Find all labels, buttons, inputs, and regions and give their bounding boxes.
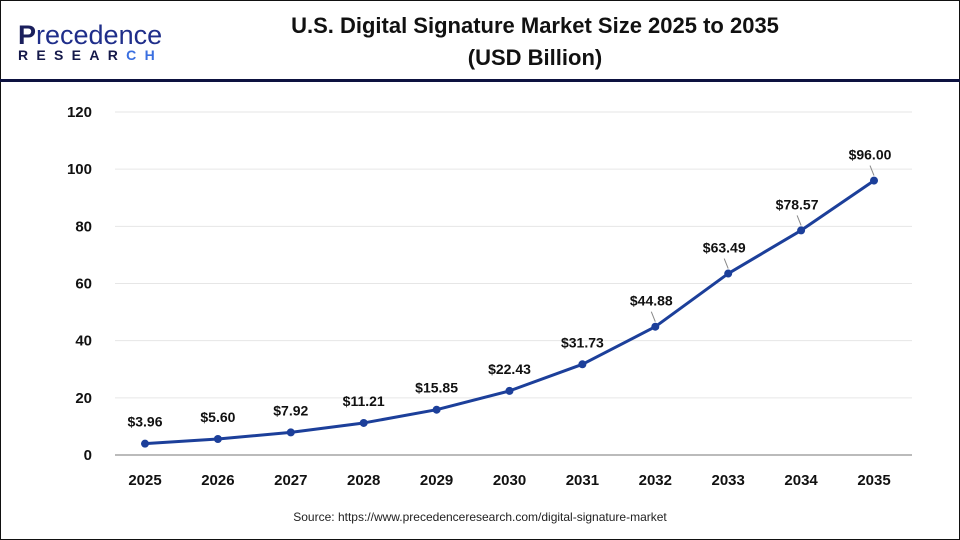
x-tick-label: 2031 — [566, 472, 599, 489]
data-point — [432, 405, 441, 414]
data-label: $11.21 — [343, 393, 385, 409]
y-tick-label: 20 — [75, 390, 92, 407]
x-tick-label: 2025 — [128, 472, 161, 489]
x-tick-label: 2030 — [493, 472, 526, 489]
logo: Precedence RESEARCH — [18, 20, 163, 63]
x-tick-label: 2032 — [639, 472, 672, 489]
x-tick-label: 2034 — [784, 472, 818, 489]
data-point — [141, 439, 149, 448]
x-tick-label: 2035 — [857, 472, 890, 489]
x-tick-label: 2027 — [274, 472, 307, 489]
data-point — [651, 322, 660, 331]
data-point — [870, 176, 878, 185]
x-tick-label: 2028 — [347, 472, 380, 489]
title-line-1: U.S. Digital Signature Market Size 2025 … — [291, 13, 779, 38]
data-label: $7.92 — [273, 402, 308, 418]
leader-line — [650, 311, 656, 322]
data-point — [359, 418, 368, 427]
data-point — [286, 428, 295, 437]
data-label: $78.57 — [776, 196, 819, 212]
data-label: $63.49 — [703, 240, 746, 256]
data-label: $5.60 — [200, 409, 235, 425]
y-tick-label: 40 — [75, 333, 92, 350]
logo-text-bottom: RESEARCH — [18, 47, 163, 63]
leader-line — [869, 165, 875, 176]
y-tick-label: 60 — [75, 276, 92, 293]
data-label: $44.88 — [630, 293, 673, 309]
data-point — [505, 386, 514, 395]
leader-line — [723, 258, 729, 269]
x-tick-label: 2026 — [201, 472, 234, 489]
y-tick-label: 0 — [84, 447, 92, 464]
logo-text-top: Precedence — [18, 20, 163, 50]
y-tick-label: 100 — [67, 161, 92, 178]
data-point — [724, 269, 733, 278]
y-tick-label: 120 — [67, 104, 92, 121]
data-label: $22.43 — [488, 361, 531, 377]
data-label: $96.00 — [849, 147, 892, 163]
title-line-2: (USD Billion) — [467, 45, 603, 70]
data-label: $15.85 — [415, 380, 458, 396]
data-label: $31.73 — [561, 334, 604, 350]
header-divider — [0, 79, 960, 82]
data-point — [213, 434, 222, 443]
y-tick-label: 80 — [75, 218, 92, 235]
data-point — [797, 226, 806, 235]
chart-title: U.S. Digital Signature Market Size 2025 … — [250, 10, 820, 74]
data-label: $3.96 — [127, 414, 162, 430]
x-tick-label: 2033 — [712, 472, 745, 489]
leader-line — [796, 215, 802, 226]
x-tick-label: 2029 — [420, 472, 453, 489]
series-line — [144, 179, 875, 446]
data-point — [578, 360, 587, 369]
source-text: Source: https://www.precedenceresearch.c… — [293, 510, 667, 524]
